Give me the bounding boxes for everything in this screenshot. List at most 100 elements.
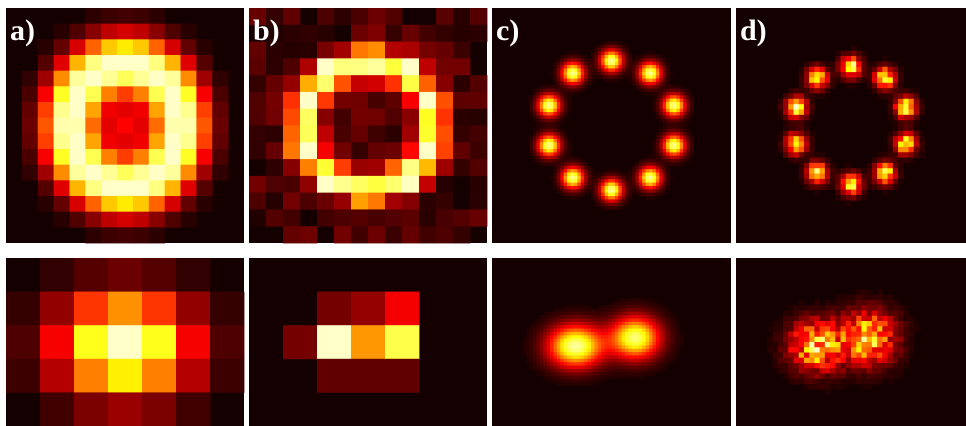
pixel — [663, 179, 667, 183]
pixel — [618, 183, 622, 187]
pixel — [903, 136, 909, 142]
pixel — [861, 311, 867, 317]
pixel — [670, 325, 674, 329]
pixel — [564, 308, 568, 312]
pixel — [656, 79, 660, 83]
pixel — [591, 352, 595, 356]
pixel — [914, 142, 920, 148]
pixel — [553, 362, 557, 366]
pixel — [835, 305, 841, 311]
pixel — [571, 308, 575, 312]
pixel — [196, 196, 212, 212]
pixel — [436, 8, 453, 25]
pixel — [809, 142, 815, 148]
pixel — [882, 374, 888, 380]
pixel — [385, 126, 402, 143]
pixel — [601, 355, 605, 359]
pixel — [470, 25, 487, 42]
pixel — [618, 176, 622, 180]
pixel — [594, 58, 598, 62]
pixel — [615, 359, 619, 363]
pixel — [176, 392, 210, 426]
pixel — [687, 112, 691, 116]
pixel — [567, 58, 571, 62]
pixel — [436, 142, 453, 159]
pixel — [591, 193, 595, 197]
pixel — [543, 92, 547, 96]
pixel — [632, 72, 636, 76]
pixel — [846, 168, 852, 174]
pixel — [676, 99, 680, 103]
pixel — [543, 132, 547, 136]
pixel — [788, 347, 794, 353]
pixel — [649, 332, 653, 336]
pixel — [814, 77, 820, 83]
pixel — [615, 199, 619, 203]
pixel — [670, 102, 674, 106]
pixel — [612, 62, 616, 66]
pixel — [888, 131, 894, 137]
pixel — [133, 149, 149, 165]
pixel — [598, 322, 602, 326]
pixel — [877, 342, 883, 348]
pixel — [893, 61, 899, 67]
pixel — [687, 105, 691, 109]
pixel — [249, 209, 266, 226]
pixel — [903, 363, 909, 369]
pixel — [571, 58, 575, 62]
pixel — [903, 88, 909, 94]
pixel — [783, 126, 789, 132]
pixel — [622, 362, 626, 366]
pixel — [557, 339, 561, 343]
pixel — [893, 305, 899, 311]
pixel — [142, 359, 176, 393]
pixel — [615, 196, 619, 200]
pixel — [687, 99, 691, 103]
pixel — [646, 339, 650, 343]
pixel — [133, 71, 149, 87]
pixel — [877, 374, 883, 380]
pixel — [646, 189, 650, 193]
pixel — [882, 342, 888, 348]
pixel — [533, 156, 537, 160]
pixel — [635, 193, 639, 197]
pixel — [861, 195, 867, 201]
pixel — [567, 149, 571, 153]
pixel — [670, 126, 674, 130]
pixel — [560, 132, 564, 136]
pixel — [778, 109, 784, 115]
pixel — [820, 332, 826, 338]
pixel — [680, 339, 684, 343]
pixel — [861, 67, 867, 73]
pixel — [557, 173, 561, 177]
pixel — [804, 321, 810, 327]
pixel — [351, 193, 368, 210]
pixel — [453, 109, 470, 126]
pixel — [165, 118, 181, 134]
pixel — [788, 311, 794, 317]
pixel — [632, 62, 636, 66]
pixel — [594, 345, 598, 349]
pixel — [165, 39, 181, 55]
pixel — [618, 193, 622, 197]
pixel — [584, 72, 588, 76]
pixel — [656, 95, 660, 99]
pixel — [794, 115, 800, 121]
pixel — [608, 325, 612, 329]
pixel — [453, 75, 470, 92]
pixel — [533, 146, 537, 150]
pixel — [368, 159, 385, 176]
pixel — [601, 376, 605, 380]
pixel — [543, 109, 547, 113]
pixel — [783, 147, 789, 153]
pixel — [543, 152, 547, 156]
pixel — [809, 353, 815, 359]
pixel — [877, 295, 883, 301]
pixel — [851, 316, 857, 322]
pixel — [564, 156, 568, 160]
pixel — [571, 55, 575, 59]
pixel — [283, 58, 300, 75]
pixel — [553, 173, 557, 177]
pixel — [659, 146, 663, 150]
pixel — [530, 345, 534, 349]
